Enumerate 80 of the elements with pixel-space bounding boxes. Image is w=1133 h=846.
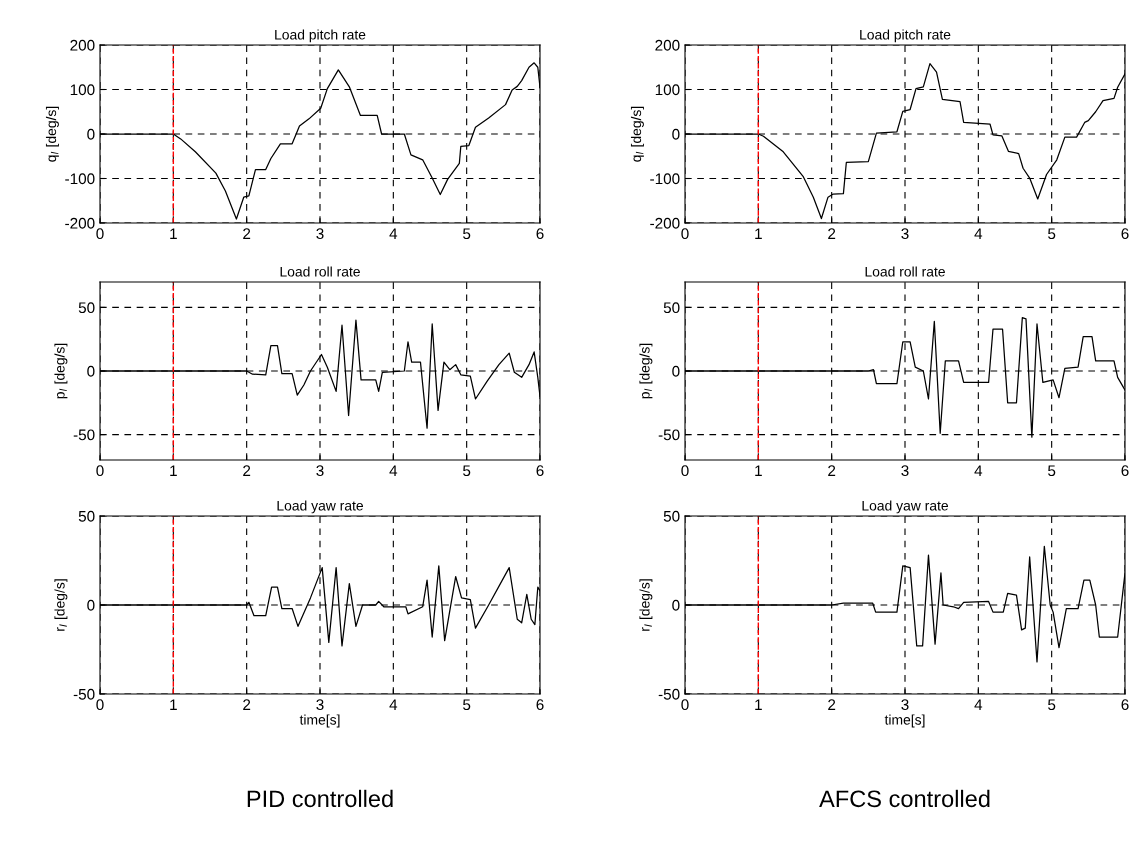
x-tick-label: 6 [1121,699,1129,711]
y-tick-label: -50 [658,429,680,441]
x-tick-label: 6 [1121,465,1129,477]
x-tick-label: 0 [96,465,104,477]
chart-title: Load yaw rate [862,500,949,514]
x-tick-label: 3 [901,699,909,711]
x-tick-label: 0 [681,465,689,477]
y-tick-label: -50 [658,688,680,700]
x-tick-label: 4 [389,465,398,476]
chart-title: Load yaw rate [277,500,364,514]
y-tick-label: -200 [650,217,680,229]
y-tick-label: 200 [655,39,680,51]
x-tick-label: 6 [536,699,544,711]
x-tick-label: 2 [828,699,836,710]
x-tick-label: 4 [389,228,398,239]
x-tick-label: 6 [536,465,544,477]
x-tick-label: 0 [681,699,689,711]
x-tick-label: 1 [170,699,177,710]
y-tick-label: 0 [87,365,95,377]
y-tick-label: 50 [78,302,95,314]
x-tick-label: 2 [243,465,251,476]
x-tick-label: 3 [316,465,324,477]
x-tick-label: 4 [974,465,983,476]
chart-title: Load roll rate [280,266,360,277]
x-tick-label: 2 [243,228,251,239]
y-tick-label: -100 [650,173,680,185]
x-tick-label: 6 [536,228,544,240]
x-tick-label: 0 [681,228,689,240]
y-tick-label: 0 [672,599,680,611]
y-tick-label: 50 [663,510,680,522]
text: PID controlled [247,789,393,808]
y-axis-title: p$_{l}$ [deg/s] [639,343,653,399]
y-tick-label: 50 [78,510,95,522]
x-tick-label: 1 [755,228,762,239]
x-tick-label: 6 [1121,228,1129,240]
x-tick-label: 0 [96,699,104,711]
y-tick-label: 50 [663,302,680,314]
y-tick-label: 0 [87,128,95,140]
x-tick-label: 2 [828,228,836,239]
y-tick-label: 100 [70,84,95,96]
x-tick-label: 3 [901,465,909,477]
x-tick-label: 5 [463,465,471,477]
x-axis-title: time[s] [884,714,925,728]
x-tick-label: 3 [316,228,324,240]
x-tick-label: 1 [755,699,762,710]
y-axis-title: r$_{l}$ [deg/s] [639,579,653,631]
x-axis-title: time[s] [299,714,340,728]
x-tick-label: 0 [96,228,104,240]
x-tick-label: 5 [463,699,471,711]
y-tick-label: -50 [73,688,95,700]
x-tick-label: 3 [901,228,909,240]
y-axis-title: q$_{l}$ [deg/s] [45,106,59,162]
chart-title: Load pitch rate [275,29,366,43]
x-tick-label: 3 [316,699,324,711]
x-tick-label: 2 [828,465,836,476]
x-tick-label: 4 [974,699,983,710]
x-tick-label: 1 [170,228,177,239]
text: AFCS controlled [819,789,990,808]
x-tick-label: 5 [1048,465,1056,477]
y-tick-label: 200 [70,39,95,51]
x-tick-label: 1 [170,465,177,476]
y-axis-title: p$_{l}$ [deg/s] [54,343,68,399]
x-tick-label: 4 [974,228,983,239]
x-tick-label: 5 [1048,699,1056,711]
y-tick-label: -50 [73,429,95,441]
y-tick-label: -200 [65,217,95,229]
y-tick-label: 0 [672,365,680,377]
x-tick-label: 4 [389,699,398,710]
y-tick-label: 0 [87,599,95,611]
x-tick-label: 5 [463,228,471,240]
y-axis-title: q$_{l}$ [deg/s] [630,106,644,162]
y-tick-label: 0 [672,128,680,140]
y-tick-label: 100 [655,84,680,96]
x-tick-label: 2 [243,699,251,710]
chart-title: Load pitch rate [860,29,951,43]
x-tick-label: 5 [1048,228,1056,240]
chart-title: Load roll rate [865,266,945,277]
x-tick-label: 1 [755,465,762,476]
y-axis-title: r$_{l}$ [deg/s] [54,579,68,631]
y-tick-label: -100 [65,173,95,185]
